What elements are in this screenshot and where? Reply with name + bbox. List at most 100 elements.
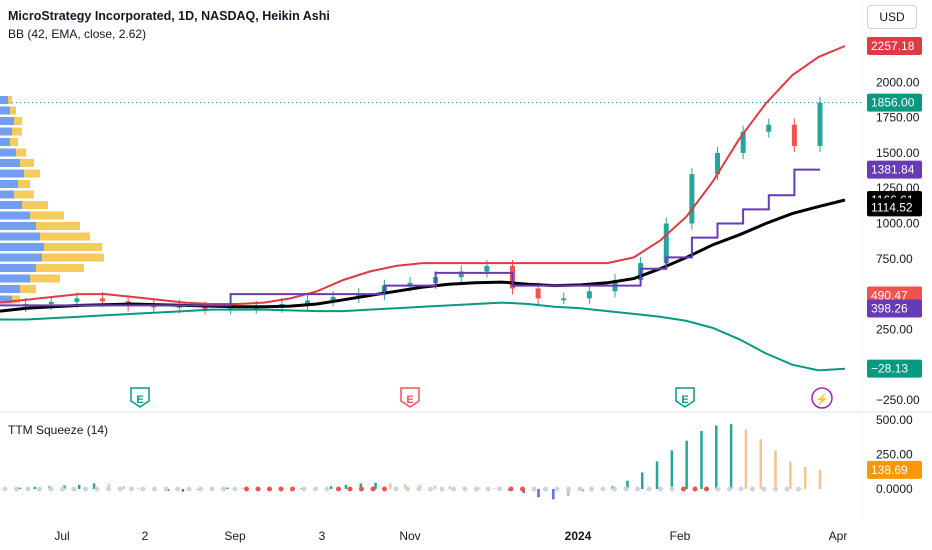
volume-profile-bar — [12, 295, 20, 304]
time-axis-label: Jul — [54, 529, 69, 543]
squeeze-dot — [221, 486, 226, 492]
squeeze-dot — [198, 486, 203, 492]
volume-profile-bar — [0, 138, 10, 146]
price-tick-label: 1000.00 — [876, 217, 920, 231]
squeeze-dot — [462, 486, 468, 492]
squeeze-dot — [738, 486, 744, 492]
volume-profile-bar — [42, 253, 104, 262]
squeeze-dot — [232, 486, 238, 492]
squeeze-dot — [48, 486, 54, 492]
squeeze-tick-label: 500.00 — [876, 413, 913, 427]
candles — [23, 96, 823, 315]
time-axis-label: 3 — [319, 529, 326, 543]
squeeze-dot — [2, 486, 8, 492]
squeeze-dot — [577, 486, 583, 492]
squeeze-dot — [186, 486, 192, 492]
squeeze-dot — [773, 486, 778, 492]
earnings-marker-shape — [675, 387, 695, 408]
volume-profile-bar — [0, 211, 30, 220]
bb-indicator-legend[interactable]: BB (42, EMA, close, 2.62) — [8, 27, 147, 41]
volume-profile-bar — [14, 190, 34, 199]
squeeze-histogram — [18, 424, 822, 500]
volume-profile-bar — [0, 148, 16, 157]
time-axis-label: Apr — [829, 529, 848, 543]
volume-profile-bar — [20, 159, 34, 167]
volume-profile-bar — [40, 232, 90, 241]
volume-profile-bar — [0, 285, 20, 293]
earnings-marker-shape — [130, 387, 150, 408]
volume-profile-bar — [0, 96, 8, 104]
volume-profile-bar — [24, 169, 40, 178]
last-value-tag: 2257.18 — [867, 37, 922, 56]
squeeze-dot — [209, 486, 215, 492]
volume-profile-bar — [18, 180, 30, 188]
squeeze-dot — [71, 486, 77, 492]
squeeze-dot — [704, 486, 709, 492]
squeeze-dot — [451, 486, 456, 492]
volume-profile-bar — [36, 264, 84, 272]
squeeze-dot — [520, 486, 525, 492]
volume-profile-bar — [0, 232, 40, 241]
price-tick-label: 2000.00 — [876, 75, 920, 89]
marker-label: E — [681, 394, 688, 406]
volume-profile-bar — [8, 96, 12, 104]
volume-profile-bar — [0, 159, 20, 167]
squeeze-dot — [784, 486, 790, 492]
squeeze-dot — [14, 486, 19, 492]
squeeze-dot — [290, 486, 295, 492]
volume-profile-bar — [10, 106, 16, 115]
volume-profile-bar — [30, 274, 60, 283]
currency-button[interactable]: USD — [867, 5, 917, 29]
squeeze-dot — [566, 486, 571, 492]
volume-profile-bar — [0, 274, 30, 283]
series-line-upper-band — [0, 45, 846, 305]
squeeze-tick-label: 250.00 — [876, 447, 913, 461]
price-tick-label: 750.00 — [876, 252, 913, 266]
last-value-tag-bg — [867, 299, 922, 318]
squeeze-dot — [336, 486, 341, 492]
squeeze-last-value-bg — [867, 460, 922, 479]
squeeze-dot — [359, 486, 364, 492]
volume-profile-bar — [0, 222, 36, 230]
last-value-tag-label: 2257.18 — [871, 39, 915, 53]
time-axis-label: Nov — [399, 529, 420, 543]
last-value-tag: −28.13 — [867, 359, 922, 378]
squeeze-dot — [255, 486, 261, 492]
marker-label: E — [136, 394, 143, 406]
squeeze-dot — [761, 486, 767, 492]
last-value-tag-label: 1856.00 — [871, 96, 915, 110]
squeeze-dot — [117, 486, 123, 492]
squeeze-last-value-tag: 138.69 — [867, 460, 922, 479]
squeeze-last-value-label: 138.69 — [871, 463, 908, 477]
squeeze-dot — [715, 486, 721, 492]
last-value-tag: 1381.84 — [867, 160, 922, 179]
price-tick-label: −250.00 — [876, 393, 920, 407]
squeeze-dot — [140, 486, 146, 492]
squeeze-dot — [244, 486, 249, 492]
squeeze-dot — [497, 486, 502, 492]
squeeze-dot — [267, 486, 272, 492]
ttm-squeeze-legend[interactable]: TTM Squeeze (14) — [8, 423, 109, 437]
volume-profile-bar — [14, 117, 22, 125]
volume-profile-bar — [0, 243, 44, 251]
squeeze-dot — [531, 486, 537, 492]
symbol-title[interactable]: MicroStrategy Incorporated, 1D, NASDAQ, … — [8, 9, 330, 23]
squeeze-dot — [589, 486, 594, 492]
volume-profile-bar — [0, 201, 22, 209]
volume-profile — [0, 96, 104, 304]
squeeze-dot — [554, 486, 560, 492]
squeeze-dot — [106, 486, 111, 492]
squeeze-dot — [347, 486, 353, 492]
squeeze-dot — [94, 486, 100, 492]
volume-profile-bar — [22, 201, 48, 209]
last-value-tag-label: 1381.84 — [871, 163, 915, 177]
volume-profile-bar — [12, 127, 22, 136]
squeeze-dot — [485, 486, 491, 492]
squeeze-dots — [2, 486, 801, 492]
volume-profile-bar — [0, 127, 12, 136]
squeeze-dot — [175, 486, 180, 492]
last-value-tag-label: −28.13 — [871, 362, 908, 376]
squeeze-dot — [428, 486, 433, 492]
squeeze-dot — [83, 486, 88, 492]
